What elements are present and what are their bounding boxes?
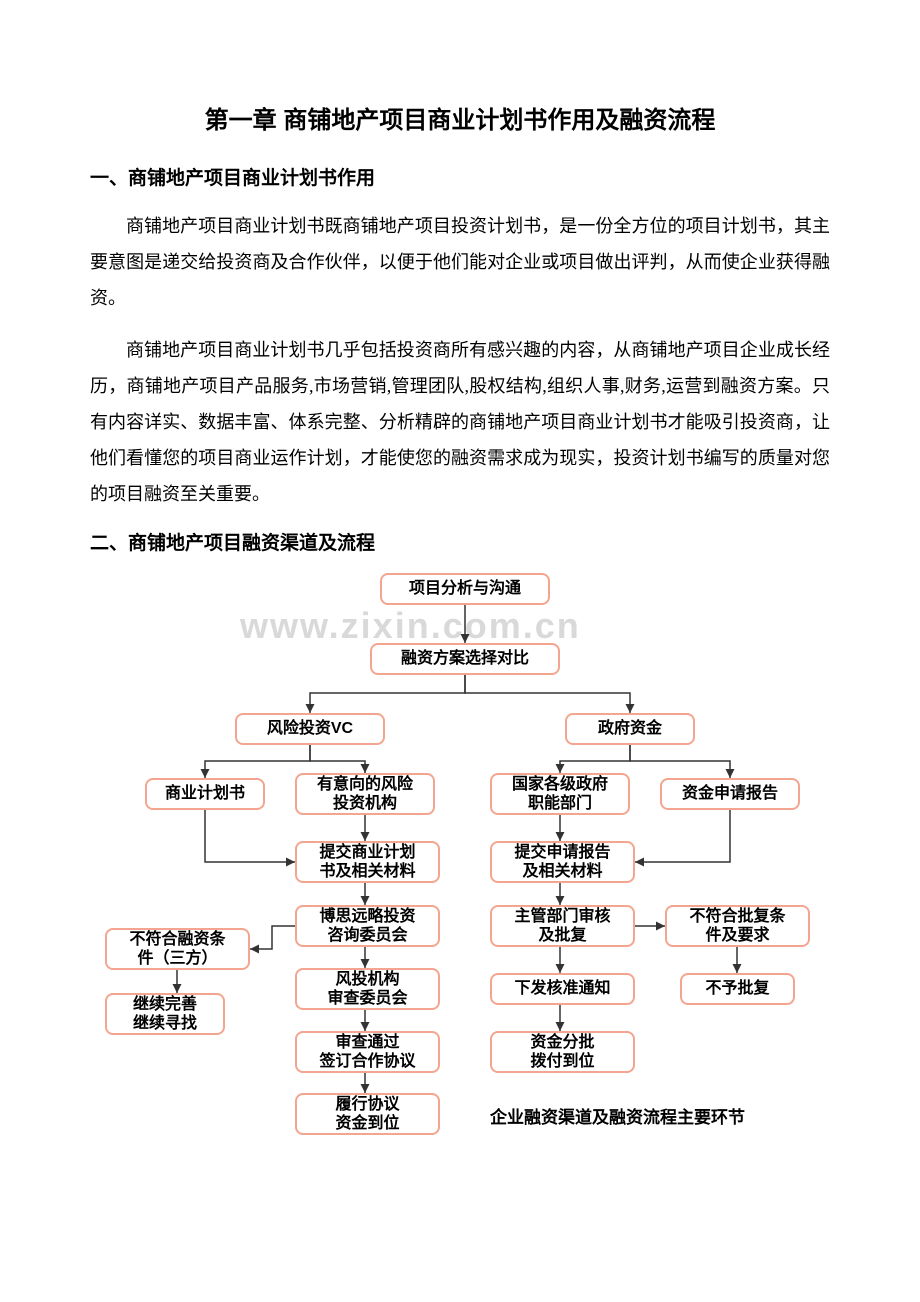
flow-edge-n8-n10: [635, 810, 730, 862]
flow-node-n12: 主管部门审核 及批复: [490, 905, 635, 947]
flow-edge-n3-n5: [205, 745, 310, 778]
flow-edge-n4-n7: [560, 745, 630, 773]
flow-node-n7: 国家各级政府 职能部门: [490, 773, 630, 815]
section-2-heading: 二、商铺地产项目融资渠道及流程: [90, 528, 830, 555]
flow-node-n3: 风险投资VC: [235, 713, 385, 745]
flow-node-n11: 博思远略投资 咨询委员会: [295, 905, 440, 947]
flowchart-caption: 企业融资渠道及融资流程主要环节: [490, 1103, 745, 1128]
flow-node-n17: 不予批复: [680, 973, 795, 1005]
flow-node-n6: 有意向的风险 投资机构: [295, 773, 435, 815]
flow-edge-n5-n9: [205, 810, 295, 862]
flow-edge-n11-n14: [250, 926, 295, 949]
flow-node-n14: 不符合融资条 件（三方）: [105, 928, 250, 970]
flow-node-n4: 政府资金: [565, 713, 695, 745]
paragraph-1: 商铺地产项目商业计划书既商铺地产项目投资计划书，是一份全方位的项目计划书，其主要…: [90, 208, 830, 316]
flow-node-n5: 商业计划书: [145, 778, 265, 810]
flow-edge-n3-n6: [310, 745, 365, 773]
watermark-text: www.zixin.com.cn: [240, 605, 581, 647]
flow-edge-n4-n8: [630, 745, 730, 778]
flow-node-n18: 继续完善 继续寻找: [105, 993, 225, 1035]
flow-node-n20: 资金分批 拨付到位: [490, 1031, 635, 1073]
flow-edge-n2-n4: [465, 675, 630, 713]
flow-node-n10: 提交申请报告 及相关材料: [490, 841, 635, 883]
flow-node-n8: 资金申请报告: [660, 778, 800, 810]
flow-edge-n2-n3: [310, 675, 465, 713]
paragraph-2: 商铺地产项目商业计划书几乎包括投资商所有感兴趣的内容，从商铺地产项目企业成长经历…: [90, 332, 830, 512]
flow-node-n9: 提交商业计划 书及相关材料: [295, 841, 440, 883]
flowchart-container: www.zixin.com.cn 项目分析与沟通融资方案选择对比风险投资VC 政府…: [90, 573, 830, 1143]
flow-node-n15: 风投机构 审查委员会: [295, 968, 440, 1010]
chapter-title: 第一章 商铺地产项目商业计划书作用及融资流程: [90, 100, 830, 135]
flow-node-n21: 履行协议 资金到位: [295, 1093, 440, 1135]
flow-node-n19: 审查通过 签订合作协议: [295, 1031, 440, 1073]
flow-node-n2: 融资方案选择对比: [370, 643, 560, 675]
section-1-heading: 一、商铺地产项目商业计划书作用: [90, 163, 830, 190]
flow-node-n1: 项目分析与沟通: [380, 573, 550, 605]
flow-node-n16: 下发核准通知: [490, 973, 635, 1005]
flow-node-n13: 不符合批复条 件及要求: [665, 905, 810, 947]
